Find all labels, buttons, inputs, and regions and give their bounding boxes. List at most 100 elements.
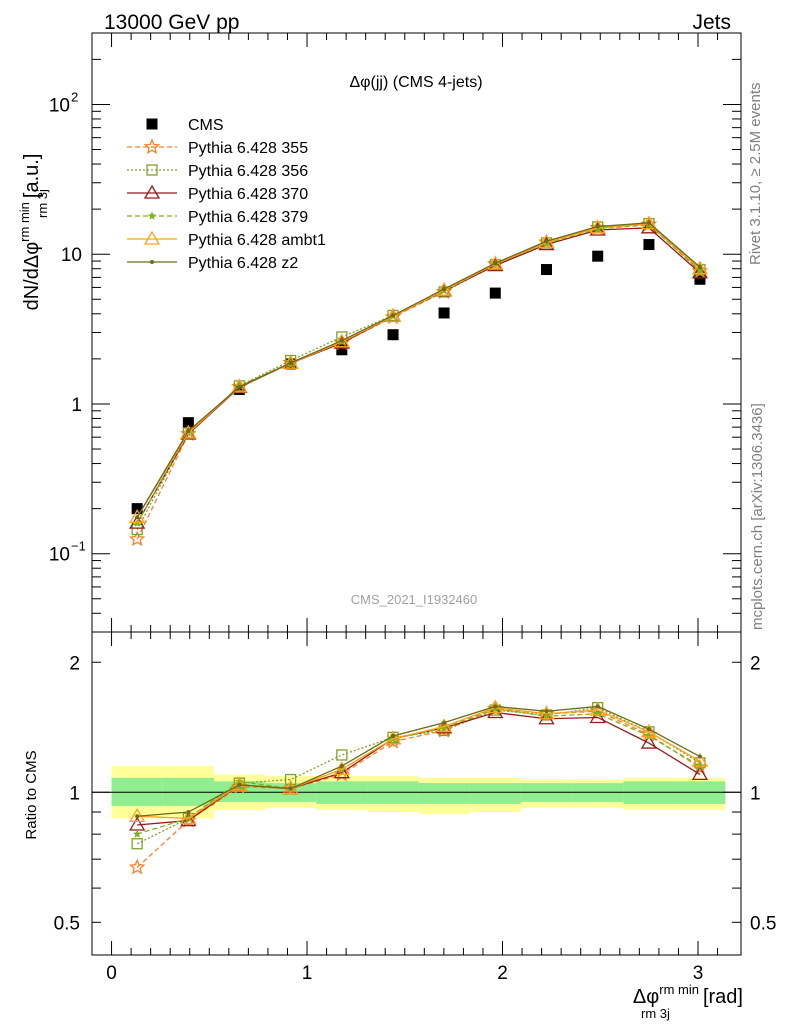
ratio-point <box>442 720 447 725</box>
x-tick-label: 2 <box>497 963 508 984</box>
ratio-point <box>595 704 600 709</box>
legend-marker <box>143 230 161 245</box>
data-point <box>489 287 501 299</box>
data-point <box>544 239 549 244</box>
legend-marker <box>147 211 157 220</box>
ratio-point <box>235 776 244 785</box>
ratio-y-tick-label-right: 2 <box>750 653 761 674</box>
data-point <box>646 220 651 225</box>
main-plot-series <box>128 215 709 547</box>
x-axis-label-text: Δφ <box>633 986 659 1008</box>
ratio-series-5 <box>135 704 702 819</box>
data-point <box>694 273 706 285</box>
legend-entry: Pythia 6.428 370 <box>127 184 308 203</box>
green-band <box>469 783 521 804</box>
y-tick-label-exp: 2 <box>71 89 78 104</box>
legend-entry: Pythia 6.428 355 <box>127 138 308 157</box>
x-tick-label: 1 <box>302 963 313 984</box>
y-tick-label: 1 <box>71 395 82 416</box>
data-point <box>129 509 146 523</box>
data-point <box>387 329 399 341</box>
legend-entry: CMS <box>146 117 224 134</box>
ratio-point <box>339 764 344 769</box>
ratio-line <box>137 706 701 820</box>
data-point <box>180 424 197 439</box>
data-point <box>182 417 194 429</box>
ratio-point <box>435 718 453 733</box>
ratio-point <box>333 761 350 775</box>
series-6 <box>135 220 702 520</box>
legend-entry: Pythia 6.428 ambt1 <box>127 230 326 249</box>
legend-entry: Pythia 6.428 z2 <box>127 255 298 272</box>
ratio-point <box>132 829 142 838</box>
ratio-y-tick-label: 0.5 <box>54 913 80 934</box>
legend-marker <box>143 138 161 155</box>
data-point <box>128 530 146 547</box>
ratio-point <box>697 754 702 759</box>
legend-label: Pythia 6.428 370 <box>188 186 308 203</box>
ratio-point <box>391 733 396 738</box>
ratio-line <box>137 705 701 817</box>
x-axis-label-sup: rm min <box>659 982 699 997</box>
ratio-point <box>640 734 658 749</box>
y-tick-label: 10 <box>49 545 70 566</box>
data-point <box>691 264 709 279</box>
ratio-point <box>589 701 606 716</box>
series-0 <box>131 239 706 515</box>
data-point <box>391 313 396 318</box>
ratio-point <box>542 711 551 720</box>
legend-marker <box>146 164 158 176</box>
ratio-point <box>288 786 293 791</box>
rivet-label: Rivet 3.1.10, ≥ 2.5M events <box>747 83 764 266</box>
ratio-y-label: Ratio to CMS <box>23 750 40 839</box>
ratio-point <box>186 810 191 815</box>
ratio-line <box>136 708 701 868</box>
y-axis-label-sup: rm min <box>17 202 32 242</box>
ratio-y-tick-label: 2 <box>69 653 80 674</box>
legend-label: Pythia 6.428 ambt1 <box>188 232 326 249</box>
ratio-plot-frame: 0 1 2 3 0.5 0.5 1 1 2 2 <box>54 631 776 984</box>
x-axis-label-units: [rad] <box>703 986 743 1008</box>
data-point <box>493 261 498 266</box>
data-point <box>282 354 299 369</box>
svg-text:Δφrm min[rad]: Δφrm min [rad] <box>633 982 743 1008</box>
data-point <box>691 260 709 275</box>
data-point <box>643 239 655 251</box>
y-tick-label-exp: −1 <box>71 539 86 554</box>
legend-entry: Pythia 6.428 356 <box>127 163 308 180</box>
ratio-point <box>691 752 709 767</box>
y-axis-label-text: dN/dΔφ <box>21 242 43 311</box>
y-tick-label: 10 <box>49 95 70 116</box>
watermark: CMS_2021_I1932460 <box>351 592 478 607</box>
ratio-point <box>589 709 606 724</box>
ratio-point <box>237 782 242 787</box>
ratio-point <box>131 838 143 850</box>
svg-text:dN/dΔφrm min[a.u.]: dN/dΔφrm min [a.u.] <box>17 154 43 311</box>
ratio-point <box>439 723 449 732</box>
ratio-y-tick-label: 1 <box>69 783 80 804</box>
y-tick-label: 10 <box>61 245 82 266</box>
data-point <box>336 344 348 356</box>
data-point <box>333 333 350 348</box>
ratio-point <box>129 807 146 822</box>
plot-title: Δφ(jj) (CMS 4-jets) <box>349 74 482 91</box>
data-point <box>487 255 504 270</box>
data-point <box>339 338 344 343</box>
data-point <box>592 250 604 262</box>
data-point <box>538 234 555 248</box>
legend-label: Pythia 6.428 355 <box>188 140 308 157</box>
data-point <box>135 515 140 520</box>
ratio-point <box>644 731 654 740</box>
ratio-point <box>493 704 498 709</box>
ratio-point <box>336 749 348 761</box>
ratio-point <box>135 814 140 819</box>
ratio-point <box>231 776 248 791</box>
series-line <box>136 222 701 518</box>
mcplots-label: mcplots.cern.ch [arXiv:1306.3436] <box>749 403 766 630</box>
series-line <box>136 227 701 524</box>
data-point <box>697 265 702 270</box>
plot-border <box>91 631 742 956</box>
data-point <box>384 307 402 322</box>
ratio-point <box>487 704 504 719</box>
x-tick-label: 0 <box>106 963 117 984</box>
